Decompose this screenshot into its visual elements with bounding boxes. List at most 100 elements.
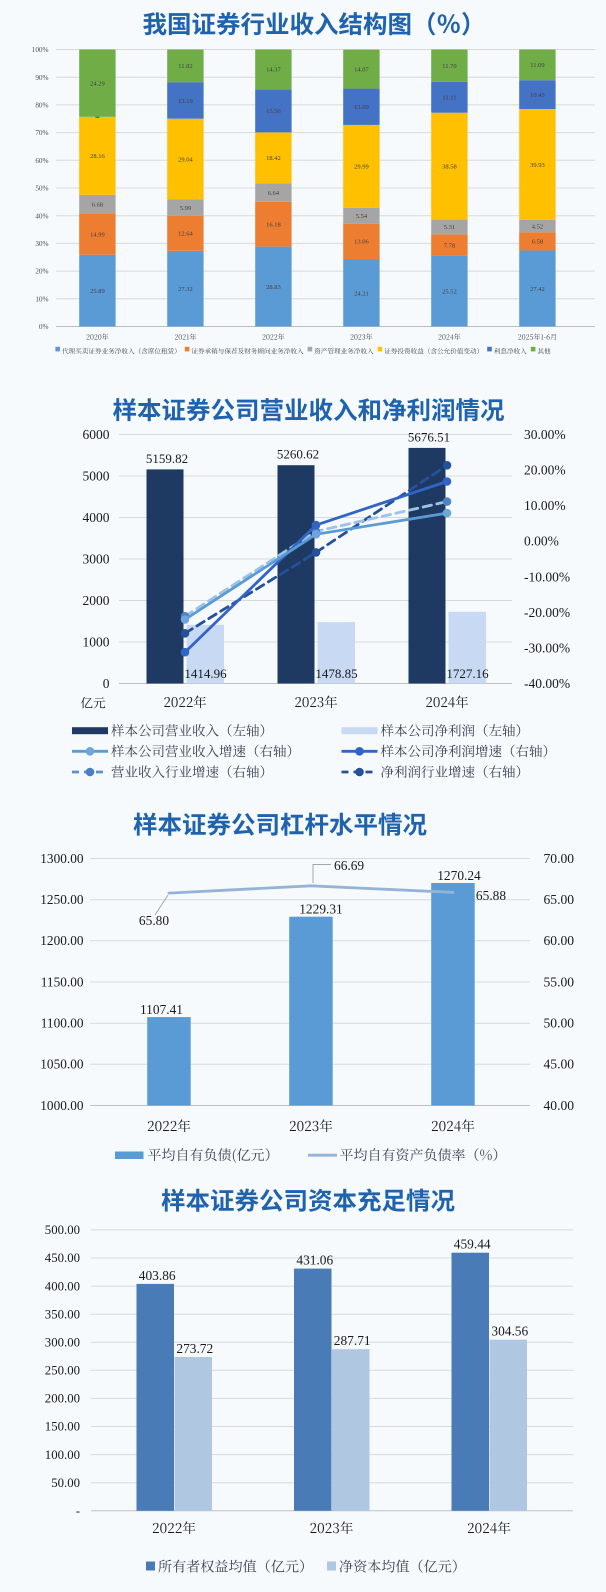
svg-text:28.16: 28.16 — [90, 153, 105, 160]
svg-text:6.68: 6.68 — [92, 201, 103, 208]
svg-text:6000: 6000 — [83, 427, 110, 442]
svg-text:27.42: 27.42 — [530, 286, 545, 293]
svg-text:1150.00: 1150.00 — [41, 974, 84, 989]
svg-text:3000: 3000 — [83, 552, 110, 567]
svg-text:25.52: 25.52 — [442, 289, 457, 296]
svg-text:300.00: 300.00 — [45, 1336, 80, 1350]
svg-text:13.06: 13.06 — [354, 239, 369, 246]
svg-text:65.00: 65.00 — [544, 892, 575, 907]
svg-text:1250.00: 1250.00 — [40, 892, 84, 907]
svg-text:-: - — [76, 1504, 80, 1518]
svg-text:38.58: 38.58 — [442, 163, 457, 170]
svg-text:50.00: 50.00 — [544, 1016, 575, 1031]
svg-text:1414.96: 1414.96 — [184, 666, 227, 681]
svg-text:70%: 70% — [35, 129, 48, 137]
svg-text:45.00: 45.00 — [544, 1057, 575, 1072]
svg-text:13.09: 13.09 — [354, 104, 369, 111]
svg-text:5.99: 5.99 — [180, 205, 191, 212]
svg-text:65.88: 65.88 — [476, 888, 506, 903]
svg-text:1229.31: 1229.31 — [299, 902, 343, 917]
svg-text:10.45: 10.45 — [530, 92, 545, 99]
svg-text:0.00%: 0.00% — [524, 534, 559, 549]
svg-text:1000: 1000 — [83, 635, 110, 650]
svg-text:16.18: 16.18 — [266, 222, 281, 229]
svg-text:30.00%: 30.00% — [524, 427, 566, 442]
svg-text:5000: 5000 — [83, 469, 110, 484]
svg-text:30%: 30% — [35, 240, 48, 248]
svg-text:-10.00%: -10.00% — [524, 569, 570, 584]
svg-text:6.64: 6.64 — [268, 190, 280, 197]
svg-text:459.44: 459.44 — [454, 1237, 491, 1252]
svg-text:90%: 90% — [35, 74, 48, 82]
svg-text:400.00: 400.00 — [45, 1279, 80, 1293]
svg-text:4.52: 4.52 — [532, 223, 543, 230]
svg-text:1100.00: 1100.00 — [41, 1016, 84, 1031]
svg-text:12.64: 12.64 — [178, 231, 193, 238]
svg-text:24.21: 24.21 — [354, 290, 369, 297]
svg-text:1270.24: 1270.24 — [437, 868, 481, 883]
svg-text:100%: 100% — [32, 46, 49, 54]
svg-text:-40.00%: -40.00% — [524, 676, 570, 691]
svg-text:40%: 40% — [35, 212, 48, 220]
svg-text:1000.00: 1000.00 — [40, 1098, 84, 1113]
svg-text:29.04: 29.04 — [178, 156, 193, 163]
svg-text:15.56: 15.56 — [266, 108, 281, 115]
svg-text:1200.00: 1200.00 — [40, 933, 84, 948]
svg-text:1300.00: 1300.00 — [40, 851, 84, 866]
svg-text:431.06: 431.06 — [296, 1253, 333, 1268]
svg-text:14.07: 14.07 — [354, 66, 369, 73]
svg-text:20.00%: 20.00% — [524, 463, 566, 478]
svg-text:60%: 60% — [35, 157, 48, 165]
svg-text:11.70: 11.70 — [442, 63, 456, 70]
svg-text:2000: 2000 — [83, 593, 110, 608]
svg-text:403.86: 403.86 — [139, 1268, 176, 1283]
svg-text:150.00: 150.00 — [45, 1420, 80, 1434]
svg-text:200.00: 200.00 — [45, 1392, 80, 1406]
svg-text:350.00: 350.00 — [45, 1307, 80, 1321]
svg-text:28.83: 28.83 — [266, 284, 281, 291]
svg-text:14.37: 14.37 — [266, 67, 281, 74]
svg-text:40.00: 40.00 — [544, 1098, 575, 1113]
svg-text:250.00: 250.00 — [45, 1364, 80, 1378]
svg-text:1107.41: 1107.41 — [140, 1002, 183, 1017]
svg-text:5.54: 5.54 — [356, 213, 368, 220]
svg-text:11.82: 11.82 — [178, 63, 192, 70]
svg-text:66.69: 66.69 — [334, 858, 364, 873]
svg-text:50%: 50% — [35, 185, 48, 193]
svg-text:70.00: 70.00 — [544, 851, 575, 866]
svg-text:60.00: 60.00 — [544, 933, 575, 948]
svg-text:5.31: 5.31 — [444, 224, 455, 231]
svg-text:500.00: 500.00 — [45, 1223, 80, 1237]
svg-text:11.11: 11.11 — [442, 95, 456, 102]
svg-text:5159.82: 5159.82 — [146, 451, 188, 466]
svg-text:80%: 80% — [35, 102, 48, 110]
svg-text:-20.00%: -20.00% — [524, 605, 570, 620]
svg-text:450.00: 450.00 — [45, 1251, 80, 1265]
svg-text:50.00: 50.00 — [51, 1476, 80, 1490]
svg-text:100.00: 100.00 — [45, 1448, 80, 1462]
svg-text:10.00%: 10.00% — [524, 498, 566, 513]
svg-text:14.99: 14.99 — [90, 231, 105, 238]
svg-text:273.72: 273.72 — [176, 1341, 213, 1356]
svg-text:24.29: 24.29 — [90, 80, 105, 87]
svg-text:65.80: 65.80 — [139, 913, 169, 928]
svg-text:5676.51: 5676.51 — [408, 429, 450, 444]
svg-text:25.89: 25.89 — [90, 288, 105, 295]
svg-text:13.19: 13.19 — [178, 98, 193, 105]
svg-text:-30.00%: -30.00% — [524, 640, 570, 655]
svg-text:0%: 0% — [39, 323, 49, 331]
svg-text:29.99: 29.99 — [354, 164, 369, 171]
svg-text:0: 0 — [103, 676, 110, 691]
svg-text:4000: 4000 — [83, 510, 110, 525]
svg-text:5260.62: 5260.62 — [277, 447, 319, 462]
svg-text:10%: 10% — [35, 295, 48, 303]
svg-text:1727.16: 1727.16 — [446, 666, 489, 681]
svg-text:27.32: 27.32 — [178, 286, 193, 293]
svg-text:7.78: 7.78 — [444, 242, 455, 249]
svg-text:18.42: 18.42 — [266, 155, 281, 162]
svg-text:1478.85: 1478.85 — [315, 666, 357, 681]
svg-text:20%: 20% — [35, 268, 48, 276]
svg-text:1050.00: 1050.00 — [40, 1057, 84, 1072]
svg-text:11.09: 11.09 — [530, 62, 544, 69]
svg-text:287.71: 287.71 — [334, 1333, 371, 1348]
